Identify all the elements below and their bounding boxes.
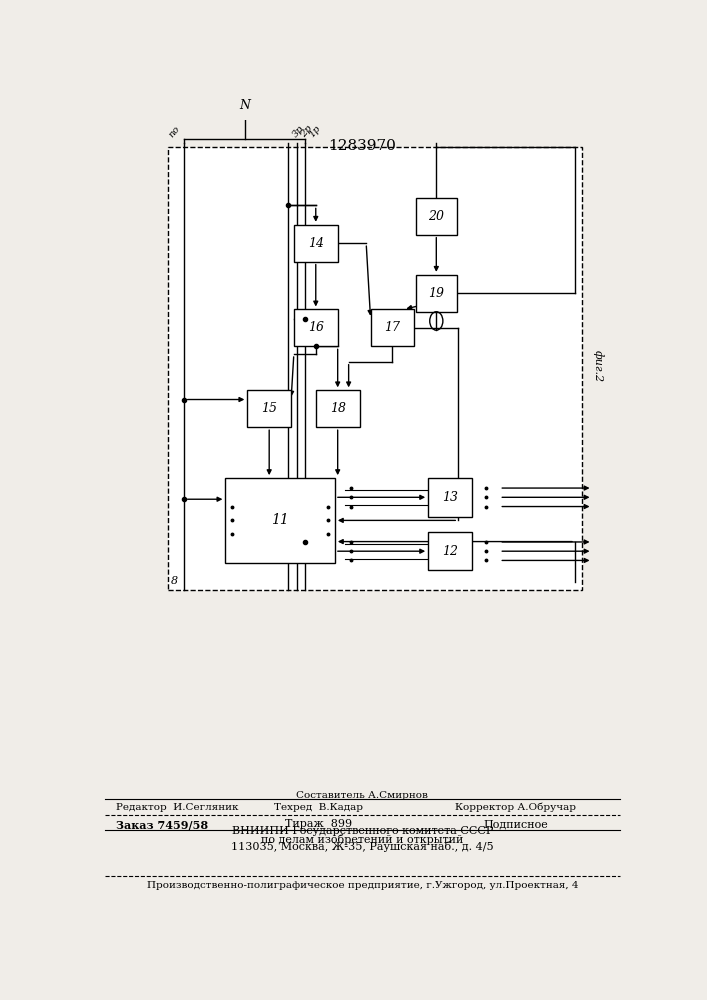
Bar — [294, 309, 338, 346]
Text: 15: 15 — [261, 402, 277, 415]
Text: 20: 20 — [428, 210, 444, 223]
Text: Корректор А.Обручар: Корректор А.Обручар — [455, 803, 576, 812]
Text: Составитель А.Смирнов: Составитель А.Смирнов — [296, 791, 428, 800]
Text: фиг.2: фиг.2 — [592, 350, 603, 382]
Text: по: по — [167, 124, 182, 139]
Text: 11: 11 — [271, 513, 289, 527]
Text: 1283970: 1283970 — [328, 139, 397, 153]
Bar — [428, 532, 472, 570]
Text: Подписное: Подписное — [484, 819, 548, 829]
Text: Тираж  899: Тираж 899 — [285, 819, 352, 829]
Text: Редактор  И.Сегляник: Редактор И.Сегляник — [116, 803, 238, 812]
Text: Заказ 7459/58: Заказ 7459/58 — [116, 819, 208, 830]
Bar — [370, 309, 414, 346]
Bar — [428, 478, 472, 517]
Bar — [416, 275, 457, 312]
Text: 13: 13 — [442, 491, 458, 504]
Text: Техред  В.Кадар: Техред В.Кадар — [274, 803, 363, 812]
Text: 19: 19 — [428, 287, 444, 300]
Text: N: N — [239, 99, 250, 112]
Bar — [416, 198, 457, 235]
Text: 14: 14 — [308, 237, 324, 250]
Text: Производственно-полиграфическое предприятие, г.Ужгород, ул.Проектная, 4: Производственно-полиграфическое предприя… — [146, 881, 578, 890]
Bar — [316, 390, 360, 427]
Text: 113035, Москва, Ж-35, Раушская наб., д. 4/5: 113035, Москва, Ж-35, Раушская наб., д. … — [231, 841, 493, 852]
Bar — [247, 390, 291, 427]
Bar — [168, 147, 582, 590]
Text: по делам изобретений и открытий: по делам изобретений и открытий — [261, 834, 464, 845]
Text: 12: 12 — [442, 545, 458, 558]
Text: 17: 17 — [385, 321, 400, 334]
Text: 16: 16 — [308, 321, 324, 334]
Bar — [294, 225, 338, 262]
Text: 18: 18 — [329, 402, 346, 415]
Text: 1р: 1р — [308, 124, 322, 139]
Text: 2р: 2р — [299, 124, 314, 139]
Text: 3р: 3р — [291, 124, 306, 139]
Text: 8: 8 — [170, 576, 177, 586]
Bar — [226, 478, 335, 563]
Text: ВНИИПИ Государственного комитета СССР: ВНИИПИ Государственного комитета СССР — [232, 826, 493, 836]
